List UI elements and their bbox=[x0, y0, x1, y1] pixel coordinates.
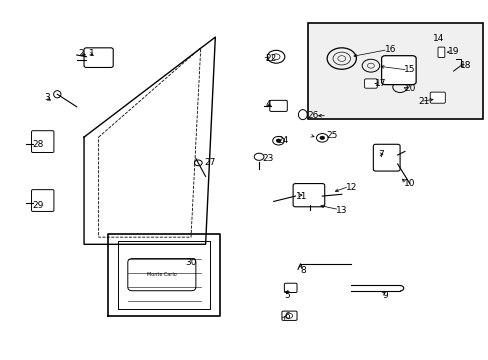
FancyBboxPatch shape bbox=[429, 92, 445, 103]
Circle shape bbox=[319, 136, 324, 140]
Bar bbox=[307, 23, 482, 119]
Text: 8: 8 bbox=[299, 266, 305, 275]
Text: 18: 18 bbox=[459, 61, 470, 70]
Text: 4: 4 bbox=[265, 100, 271, 109]
FancyBboxPatch shape bbox=[127, 258, 196, 291]
Text: 24: 24 bbox=[277, 136, 288, 145]
Text: 1: 1 bbox=[88, 49, 94, 58]
Text: 27: 27 bbox=[204, 158, 216, 167]
FancyBboxPatch shape bbox=[364, 79, 376, 88]
Text: 5: 5 bbox=[284, 291, 289, 300]
Text: 9: 9 bbox=[382, 291, 387, 300]
FancyBboxPatch shape bbox=[437, 47, 444, 58]
Text: 17: 17 bbox=[374, 79, 386, 88]
Text: 29: 29 bbox=[32, 201, 43, 210]
FancyBboxPatch shape bbox=[31, 190, 54, 211]
Text: 23: 23 bbox=[262, 154, 273, 163]
FancyBboxPatch shape bbox=[292, 184, 324, 207]
Text: 14: 14 bbox=[432, 35, 444, 44]
Text: 3: 3 bbox=[44, 93, 50, 102]
FancyBboxPatch shape bbox=[282, 311, 296, 320]
Text: 16: 16 bbox=[384, 45, 395, 54]
Text: 11: 11 bbox=[296, 192, 307, 201]
Text: 15: 15 bbox=[403, 65, 415, 74]
Text: 13: 13 bbox=[335, 206, 347, 215]
Text: 19: 19 bbox=[447, 47, 458, 56]
Text: Monte Carlo: Monte Carlo bbox=[147, 272, 176, 277]
Circle shape bbox=[276, 139, 281, 143]
FancyBboxPatch shape bbox=[31, 131, 54, 153]
FancyBboxPatch shape bbox=[284, 283, 296, 293]
FancyBboxPatch shape bbox=[84, 48, 113, 67]
Text: 12: 12 bbox=[345, 183, 356, 192]
Text: 21: 21 bbox=[418, 97, 429, 106]
Text: 30: 30 bbox=[185, 258, 196, 267]
Text: 20: 20 bbox=[403, 84, 415, 93]
Text: 28: 28 bbox=[32, 140, 43, 149]
Text: 10: 10 bbox=[403, 179, 415, 188]
Text: 6: 6 bbox=[284, 312, 289, 321]
FancyBboxPatch shape bbox=[269, 100, 287, 111]
Text: 25: 25 bbox=[325, 131, 337, 140]
Text: 2: 2 bbox=[79, 49, 84, 58]
Text: 7: 7 bbox=[377, 150, 383, 159]
FancyBboxPatch shape bbox=[372, 144, 399, 171]
FancyBboxPatch shape bbox=[381, 56, 415, 85]
Text: 26: 26 bbox=[306, 111, 318, 120]
Text: 22: 22 bbox=[265, 54, 276, 63]
